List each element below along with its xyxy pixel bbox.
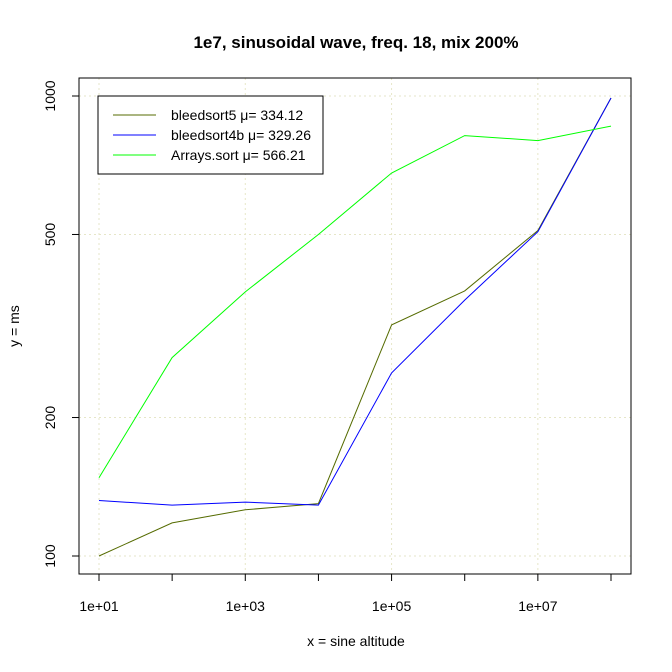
y-tick-label: 200 — [42, 406, 58, 430]
y-tick-label: 100 — [42, 544, 58, 568]
y-tick-label: 500 — [42, 223, 58, 247]
series-lines — [98, 97, 612, 557]
x-axis: 1e+01 1e+03 1e+05 1e+07 — [79, 573, 612, 614]
series-line-3 — [98, 125, 612, 478]
x-tick-label: 1e+05 — [372, 598, 412, 614]
legend-entry: Arrays.sort μ= 566.21 — [171, 147, 306, 163]
y-axis-label: y = ms — [6, 305, 22, 347]
x-tick-label: 1e+07 — [518, 598, 558, 614]
x-tick-label: 1e+01 — [79, 598, 119, 614]
x-axis-label: x = sine altitude — [307, 633, 405, 649]
legend-entry: bleedsort4b μ= 329.26 — [171, 127, 311, 143]
chart-title: 1e7, sinusoidal wave, freq. 18, mix 200% — [193, 33, 518, 52]
legend: bleedsort5 μ= 334.12 bleedsort4b μ= 329.2… — [97, 95, 324, 175]
y-axis: 100 200 500 1000 — [42, 80, 80, 568]
series-line-2 — [98, 97, 612, 506]
y-tick-label: 1000 — [42, 80, 58, 111]
series-line-1 — [98, 97, 612, 557]
x-tick-label: 1e+03 — [226, 598, 266, 614]
legend-entry: bleedsort5 μ= 334.12 — [171, 107, 303, 123]
